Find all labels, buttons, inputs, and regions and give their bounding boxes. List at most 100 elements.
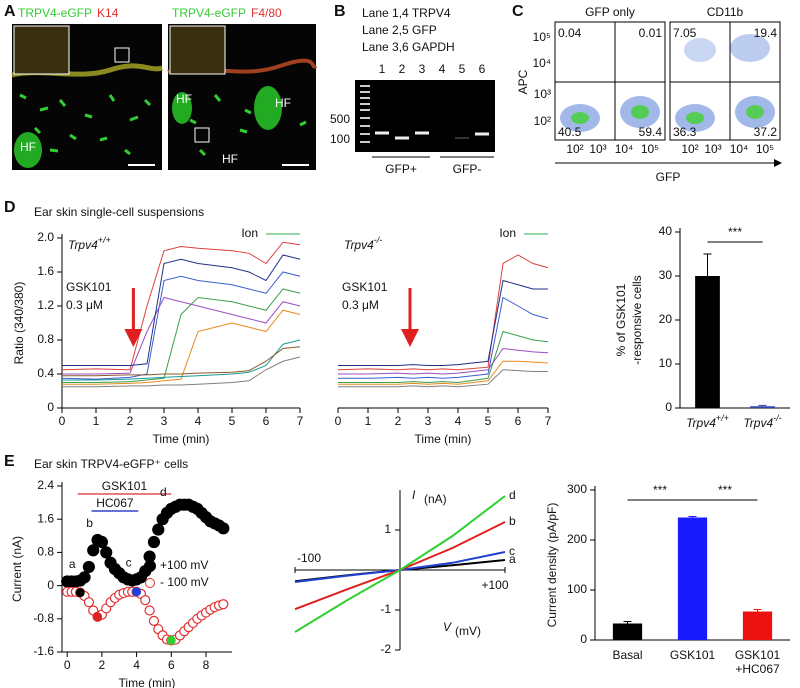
curve-label: c <box>509 544 515 558</box>
stain-label: TRPV4-eGFP <box>18 6 92 20</box>
data-point <box>147 535 161 549</box>
axis-unit: (mV) <box>455 624 481 638</box>
data-point <box>82 560 95 574</box>
x-tick-label: 5 <box>485 414 492 428</box>
highlight-point <box>93 612 103 622</box>
quadrant-value: 7.05 <box>673 26 697 40</box>
inset-box <box>194 127 210 143</box>
axis-unit: (nA) <box>424 492 447 506</box>
stimulus: GSK101 <box>342 280 388 294</box>
legend-label: +100 mV <box>160 558 208 572</box>
point-letter: c <box>126 556 132 570</box>
x-tick-label: 0 <box>64 658 71 672</box>
x-tick-label: 4 <box>195 414 202 428</box>
cells <box>19 93 152 156</box>
trace <box>62 309 301 385</box>
legend-label: - 100 mV <box>160 575 209 589</box>
x-axis-label: Time (min) <box>153 432 210 446</box>
section-title: Ear skin TRPV4-eGFP⁺ cells <box>34 457 188 471</box>
y-tick-label: 0 <box>665 400 672 414</box>
y-axis-label: -responsive cells <box>630 275 644 364</box>
y-tick-label: 0 <box>47 400 54 414</box>
x-tick-label: 2 <box>127 414 134 428</box>
panel-label: A <box>4 3 16 20</box>
gel <box>355 80 495 152</box>
bands <box>375 131 489 140</box>
trace <box>62 254 301 366</box>
lane-number: 2 <box>399 62 406 76</box>
trace <box>61 241 301 371</box>
data-point <box>140 595 151 606</box>
genotype: Trpv4-/- <box>344 235 382 252</box>
data-point <box>95 535 108 549</box>
treatment-label: HC067 <box>96 496 134 510</box>
x-tick-label: 2 <box>99 658 106 672</box>
plot-title: CD11b <box>707 5 744 19</box>
error-bar <box>758 404 767 407</box>
group-label: GFP- <box>453 162 482 176</box>
y-tick-label: 1.2 <box>37 298 54 312</box>
y-tick-label: 0 <box>47 578 54 592</box>
y-tick-label: 10⁴ <box>532 56 551 70</box>
trace <box>337 254 549 371</box>
quadrant-value: 37.2 <box>754 125 778 139</box>
trace <box>338 330 549 384</box>
dose: 0.3 μM <box>342 298 379 312</box>
x-tick-label: 5 <box>229 414 236 428</box>
treatment-label: GSK101 <box>102 479 148 493</box>
legend-text: Lane 2,5 GFP <box>362 23 437 37</box>
x-tick-label: 0 <box>59 414 66 428</box>
lane-number: 1 <box>379 62 386 76</box>
point-letter: a <box>69 557 76 571</box>
quadrant-value: 0.01 <box>639 26 663 40</box>
y-axis-label: Current (nA) <box>10 536 24 602</box>
trace <box>61 271 301 380</box>
y-tick-label: 40 <box>659 224 673 238</box>
y-tick-label: 10 <box>659 356 673 370</box>
panel-label: D <box>4 199 16 216</box>
x-tick-label: GSK101 +HC067 <box>735 648 781 676</box>
x-tick-label: 10³ <box>589 142 606 156</box>
trace <box>62 288 301 383</box>
lane-number: 4 <box>439 62 446 76</box>
section-title: Ear skin single-cell suspensions <box>34 205 204 219</box>
flow-plot <box>554 21 781 141</box>
highlight-point <box>166 635 176 645</box>
x-tick-label: 6 <box>263 414 270 428</box>
x-tick-label: 6 <box>515 414 522 428</box>
quadrant-value: 19.4 <box>754 26 778 40</box>
x-tick-label: 10⁴ <box>615 142 634 156</box>
bar <box>742 611 773 640</box>
data-point <box>152 523 165 536</box>
x-tick-label: GSK101 <box>670 648 716 662</box>
curve-label: d <box>509 488 516 502</box>
y-tick-label: 0.4 <box>37 366 54 380</box>
y-tick-label: 0.8 <box>37 545 54 559</box>
quadrant-value: 59.4 <box>639 125 663 139</box>
stain-label: K14 <box>97 6 119 20</box>
quadrant-value: 36.3 <box>673 125 697 139</box>
x-tick-label: 10³ <box>704 142 721 156</box>
x-tick-label: Trpv4-/- <box>743 413 781 430</box>
x-tick-label: 1 <box>365 414 372 428</box>
legend-marker <box>145 578 155 588</box>
x-tick-label: 3 <box>161 414 168 428</box>
lane-number: 6 <box>479 62 486 76</box>
x-tick-label: 7 <box>545 414 552 428</box>
error-bar <box>623 621 632 624</box>
data-point <box>217 522 230 535</box>
y-tick-label: 1 <box>384 522 391 536</box>
hf-label: HF <box>176 92 192 106</box>
hf-label: HF <box>275 96 291 110</box>
x-tick-label: 0 <box>335 414 342 428</box>
y-tick-label: 2.0 <box>37 230 54 244</box>
trace <box>338 369 548 388</box>
data-point <box>100 546 113 559</box>
x-tick-label: Basal <box>612 648 642 662</box>
axis-symbol: I <box>412 488 416 502</box>
stain-label: F4/80 <box>251 6 282 20</box>
x-tick-label: 10⁴ <box>730 142 749 156</box>
highlight-point <box>75 588 85 598</box>
quadrant-value: 0.04 <box>558 26 582 40</box>
error-bar <box>753 609 762 612</box>
